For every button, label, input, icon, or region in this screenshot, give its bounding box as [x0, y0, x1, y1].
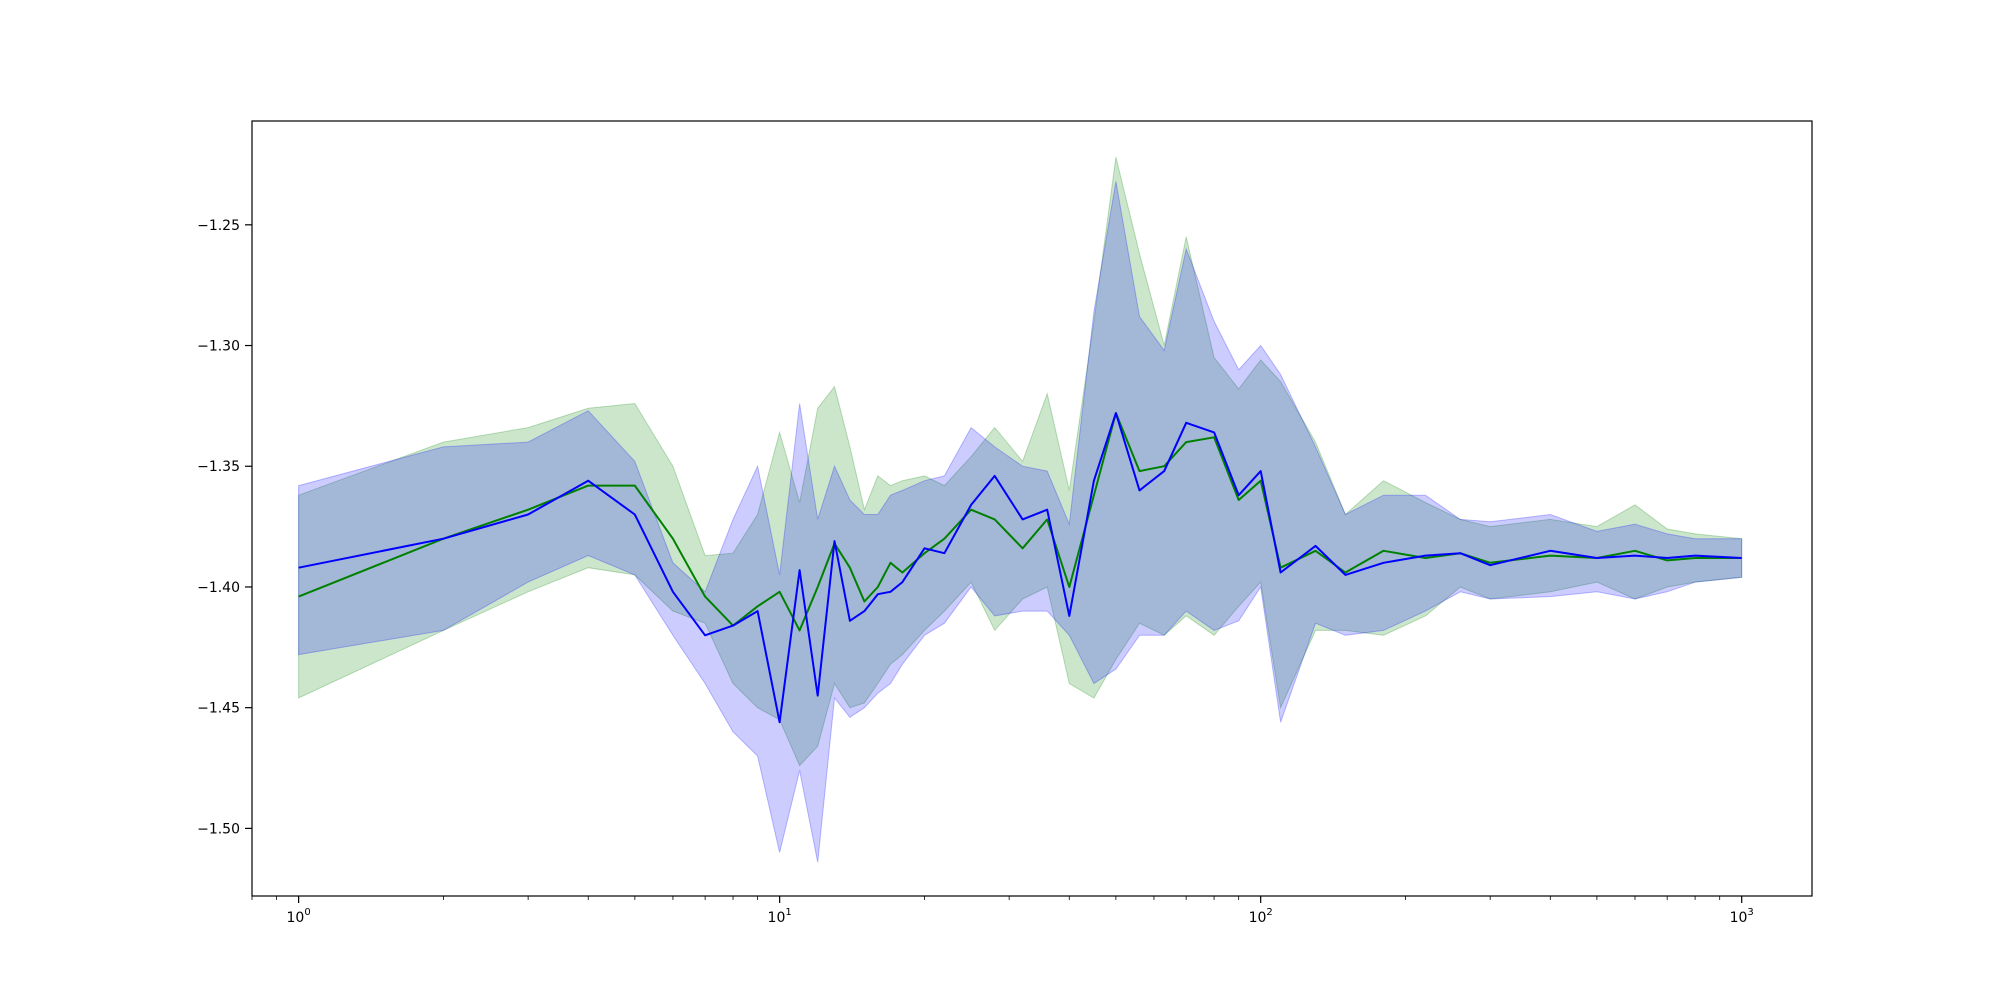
x-tick-exponent: 0 [304, 907, 310, 918]
x-tick-base: 10 [768, 910, 786, 926]
x-tick-base: 10 [287, 910, 305, 926]
x-tick-label: 101 [768, 907, 792, 926]
plot-frame [251, 120, 1813, 897]
x-tick-base: 10 [1249, 910, 1267, 926]
x-tick-exponent: 2 [1266, 907, 1272, 918]
x-tick-exponent: 1 [785, 907, 791, 918]
confidence-bands [298, 157, 1743, 863]
green-confidence-band [298, 157, 1743, 767]
x-tick-label: 100 [287, 907, 311, 926]
blue-series-line [298, 412, 1742, 724]
x-tick-exponent: 3 [1747, 907, 1753, 918]
x-tick-base: 10 [1730, 910, 1748, 926]
y-tick-label: −1.50 [197, 821, 240, 837]
blue-confidence-band [298, 181, 1743, 863]
x-tick-label: 103 [1730, 907, 1754, 926]
y-tick-label: −1.40 [197, 580, 240, 596]
y-tick-label: −1.25 [197, 218, 240, 234]
y-tick-label: −1.30 [197, 339, 240, 355]
green-series-line [298, 412, 1742, 632]
series-lines [298, 412, 1742, 724]
y-tick-label: −1.35 [197, 459, 240, 475]
x-axis: 100 101 102 103 [251, 896, 1754, 926]
y-axis: −1.25 −1.30 −1.35 −1.40 −1.45 −1.50 [197, 218, 252, 837]
x-tick-label: 102 [1249, 907, 1273, 926]
y-tick-label: −1.45 [197, 701, 240, 717]
